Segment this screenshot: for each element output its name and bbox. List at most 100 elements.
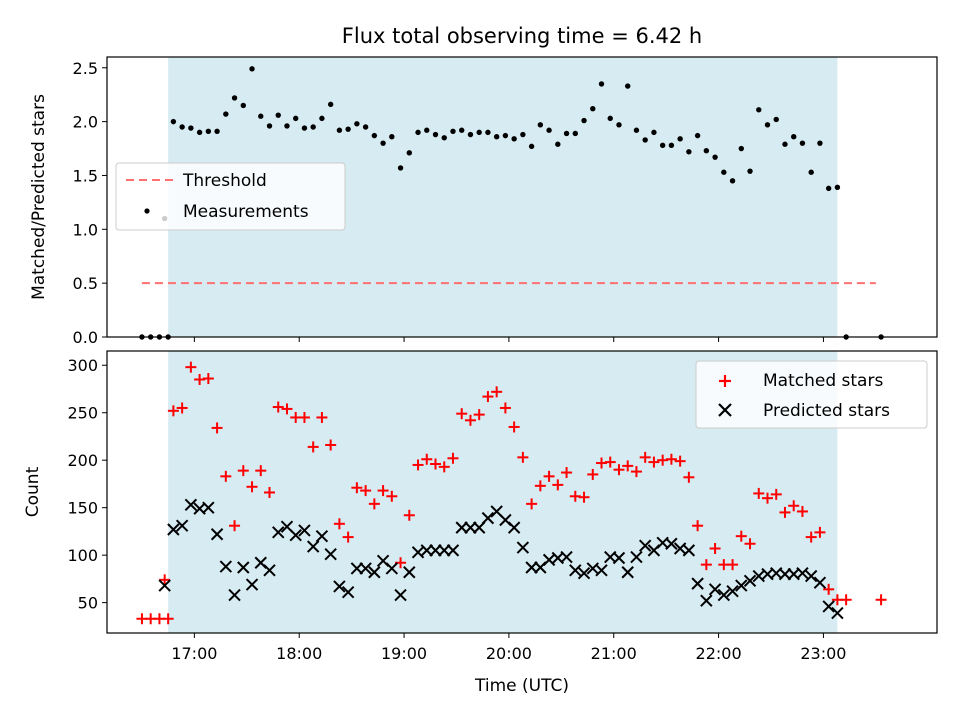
measurement-point xyxy=(607,115,613,122)
measurement-point xyxy=(450,128,456,135)
predicted-x-b xyxy=(612,551,626,565)
predicted-star-point xyxy=(595,564,608,577)
measurement-point xyxy=(756,107,762,113)
measurement-point xyxy=(598,81,605,87)
measurement-point xyxy=(668,142,675,149)
legend-predicted-swatch xyxy=(718,403,732,417)
measurement-point xyxy=(380,140,386,146)
predicted-star-point xyxy=(691,577,704,590)
measurement-point xyxy=(231,95,238,101)
measurement-point xyxy=(642,137,648,143)
matched-star-point xyxy=(447,452,459,464)
predicted-x-b xyxy=(315,529,329,543)
measurement-point xyxy=(729,178,736,184)
matched-star-point xyxy=(622,460,634,472)
matched-star-point xyxy=(534,480,546,492)
predicted-x-b xyxy=(577,566,591,580)
matched-star-point xyxy=(744,538,756,550)
predicted-x-b xyxy=(202,501,215,514)
measurement-point xyxy=(362,124,369,130)
predicted-star-point xyxy=(726,585,739,598)
matched-star-point xyxy=(342,531,354,543)
predicted-star-point xyxy=(682,544,696,557)
predicted-star-point xyxy=(569,564,582,577)
predicted-star-point xyxy=(796,566,809,580)
predicted-x-b xyxy=(385,562,399,575)
measurement-point xyxy=(441,135,447,141)
chart-title: Flux total observing time = 6.42 h xyxy=(342,24,702,48)
measurement-point xyxy=(511,136,517,142)
predicted-x-b xyxy=(682,544,696,557)
matched-star-point xyxy=(272,401,284,413)
matched-star-point xyxy=(788,500,800,512)
matched-star-point xyxy=(674,455,686,467)
measurement-point xyxy=(371,132,378,139)
measurement-point xyxy=(406,150,412,156)
predicted-star-point xyxy=(210,528,224,541)
predicted-x-b xyxy=(219,560,233,573)
predicted-x-b xyxy=(481,511,495,525)
predicted-star-point xyxy=(202,501,215,514)
time-x-tick-label: 22:00 xyxy=(696,644,742,663)
predicted-x-b xyxy=(403,566,416,579)
count-points xyxy=(136,361,887,625)
matched-star-point xyxy=(709,542,721,554)
measurement-point xyxy=(293,115,299,122)
measurement-point xyxy=(537,122,544,128)
matched-star-point xyxy=(386,490,398,502)
matched-star-point xyxy=(578,491,590,503)
measurement-point xyxy=(476,129,482,136)
predicted-x-b xyxy=(804,569,818,583)
ratio-axis-ticks: 0.0 0.5 1.0 1.5 2.0 2.5 xyxy=(73,59,824,347)
measurement-point xyxy=(694,132,701,139)
legend-measurement-label: Measurements xyxy=(183,202,309,222)
matched-star-point xyxy=(176,402,188,414)
predicted-star-point xyxy=(167,523,180,536)
predicted-star-point xyxy=(507,521,521,534)
predicted-x-b xyxy=(193,502,206,515)
predicted-star-point xyxy=(577,566,591,580)
measurement-point xyxy=(546,127,552,133)
predicted-x-b xyxy=(700,594,713,607)
matched-star-point xyxy=(464,414,476,426)
count-y-tick-label: 50 xyxy=(78,594,98,613)
legend-measurement-swatch xyxy=(144,208,150,214)
measurement-point xyxy=(825,185,832,192)
predicted-x-b xyxy=(813,576,827,589)
matched-star-point xyxy=(700,559,712,571)
measurement-point xyxy=(266,123,273,129)
predicted-x-b xyxy=(630,550,643,564)
predicted-star-point xyxy=(822,600,835,613)
matched-star-point xyxy=(167,405,179,417)
predicted-x-b xyxy=(333,580,346,593)
matched-star-point xyxy=(307,441,319,453)
measurement-point xyxy=(581,117,587,124)
matched-star-point xyxy=(202,373,214,385)
measurement-point xyxy=(677,136,683,142)
measurement-point xyxy=(240,102,246,109)
measurement-point xyxy=(712,154,718,160)
predicted-star-point xyxy=(630,550,643,564)
predicted-x-b xyxy=(446,544,460,557)
ratio-legend-box xyxy=(115,162,346,231)
matched-star-point xyxy=(185,361,197,373)
predicted-star-point xyxy=(158,579,171,592)
predicted-star-point xyxy=(831,606,844,620)
measurement-point xyxy=(721,169,727,175)
count-legend: Matched stars Predicted stars xyxy=(695,360,928,429)
matched-star-point xyxy=(229,520,241,532)
matched-star-point xyxy=(543,470,555,482)
measurement-point xyxy=(196,129,203,136)
matched-star-point xyxy=(333,518,345,530)
predicted-star-point xyxy=(481,511,495,525)
time-x-tick-label: 17:00 xyxy=(171,644,217,663)
measurement-point xyxy=(625,83,631,89)
predicted-star-point xyxy=(333,580,346,593)
measurement-point xyxy=(590,105,596,112)
count-axis-label: Count xyxy=(23,466,43,517)
measurement-point xyxy=(467,131,474,138)
predicted-star-point xyxy=(368,566,381,579)
predicted-star-point xyxy=(708,583,722,596)
time-x-tick-label: 23:00 xyxy=(800,644,846,663)
